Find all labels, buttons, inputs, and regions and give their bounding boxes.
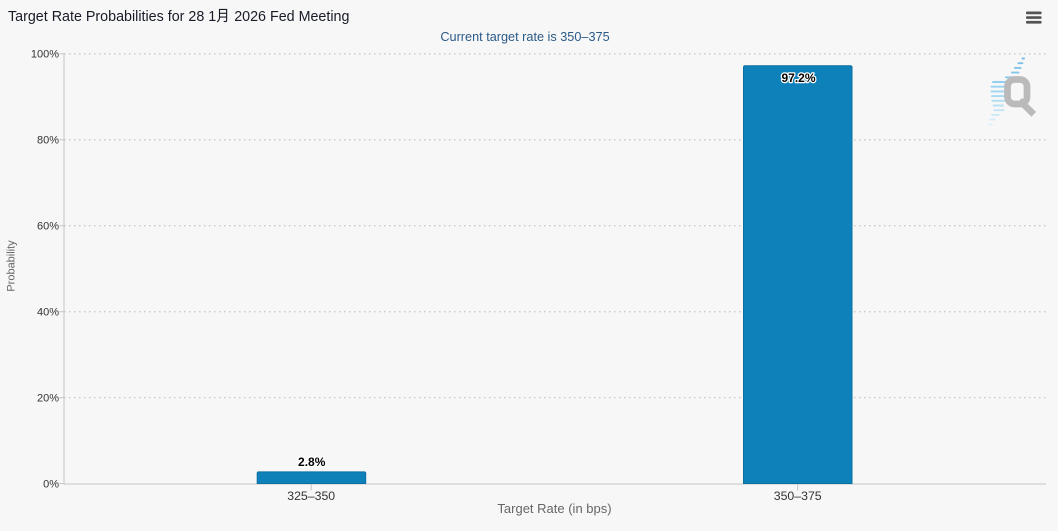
svg-text:100%: 100% [31,49,59,61]
svg-text:2.8%: 2.8% [298,455,326,469]
svg-text:20%: 20% [37,392,59,404]
svg-text:60%: 60% [37,220,59,232]
svg-text:40%: 40% [37,306,59,318]
svg-text:Target Rate (in bps): Target Rate (in bps) [497,501,611,516]
svg-text:97.2%: 97.2% [781,71,815,85]
svg-text:325–350: 325–350 [287,489,335,503]
svg-text:350–375: 350–375 [774,489,822,503]
svg-text:80%: 80% [37,135,59,147]
svg-text:Probability: Probability [6,240,18,292]
svg-text:0%: 0% [43,478,59,490]
